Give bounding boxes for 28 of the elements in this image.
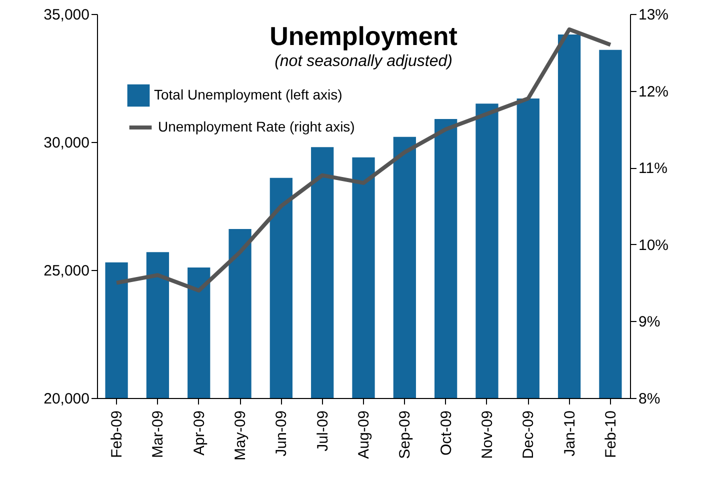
x-tick-label: Mar-09 [150, 410, 167, 458]
x-tick-label: Feb-09 [108, 410, 126, 458]
text: (not seasonally adjusted) [274, 53, 452, 70]
x-tick-label: Aug-09 [356, 410, 372, 459]
chart-title: Unemployment [270, 21, 458, 51]
x-tick-label: Dec-09 [520, 410, 538, 459]
x-tick-label: Sep-09 [396, 410, 414, 459]
y2-tick-label: 12% [638, 83, 669, 100]
legend-label: Unemployment Rate (right axis) [158, 118, 355, 134]
y-tick-label: 20,000 [44, 390, 90, 408]
y2-tick-label: 11% [638, 160, 668, 178]
x-tick-label: Feb-10 [602, 410, 620, 458]
x-tick-label: Apr-09 [190, 410, 208, 456]
y2-tick-label: 10% [638, 236, 669, 254]
x-tick-label: Jul-09 [314, 410, 332, 452]
legend-label: Total Unemployment (left axis) [154, 86, 342, 102]
line-series [114, 27, 612, 292]
x-tick-label: Jan-10 [561, 410, 578, 456]
x-tick-label: Nov-09 [478, 410, 496, 459]
y2-tick-label: 13% [638, 6, 669, 24]
y-tick-label: 30,000 [44, 134, 90, 152]
x-tick-label: Jun-09 [273, 410, 290, 456]
x-tick-label: Oct-09 [438, 410, 455, 456]
x-tick-label: May-09 [232, 410, 250, 461]
y-tick-label: 25,000 [44, 262, 90, 280]
y2-tick-label: 8% [638, 390, 660, 408]
y2-tick-label: 9% [638, 314, 660, 331]
y-tick-label: 35,000 [44, 6, 90, 24]
